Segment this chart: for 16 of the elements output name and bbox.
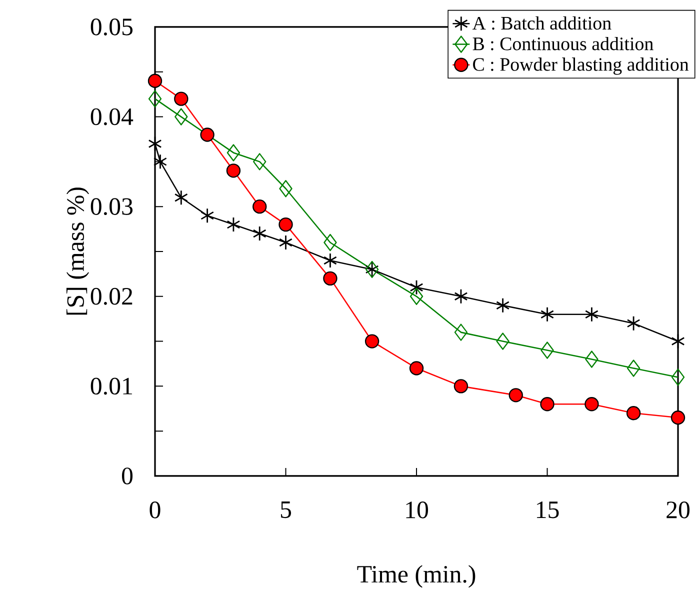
x-tick-label: 10 — [406, 502, 428, 518]
x-tick-label: 20 — [666, 502, 690, 518]
y-tick-label: 0.02 — [90, 288, 132, 305]
y-tick-label: 0.03 — [90, 198, 133, 216]
legend-label: C : Powder blasting addition — [473, 58, 689, 75]
x-tick-label: 0 — [150, 502, 160, 518]
legend-label: A : Batch addition — [472, 16, 612, 30]
y-tick-label: 0.01 — [90, 378, 132, 395]
y-tick-label: 0.05 — [90, 18, 133, 36]
y-axis-title: [S] (mass %) — [66, 188, 90, 315]
y-tick-label: 0 — [122, 468, 133, 484]
x-axis-title: Time (min.) — [357, 565, 476, 588]
y-tick-label: 0.04 — [90, 108, 134, 126]
x-tick-label: 5 — [280, 502, 292, 518]
x-tick-label: 15 — [536, 502, 559, 518]
legend-label: B : Continuous addition — [472, 36, 654, 50]
